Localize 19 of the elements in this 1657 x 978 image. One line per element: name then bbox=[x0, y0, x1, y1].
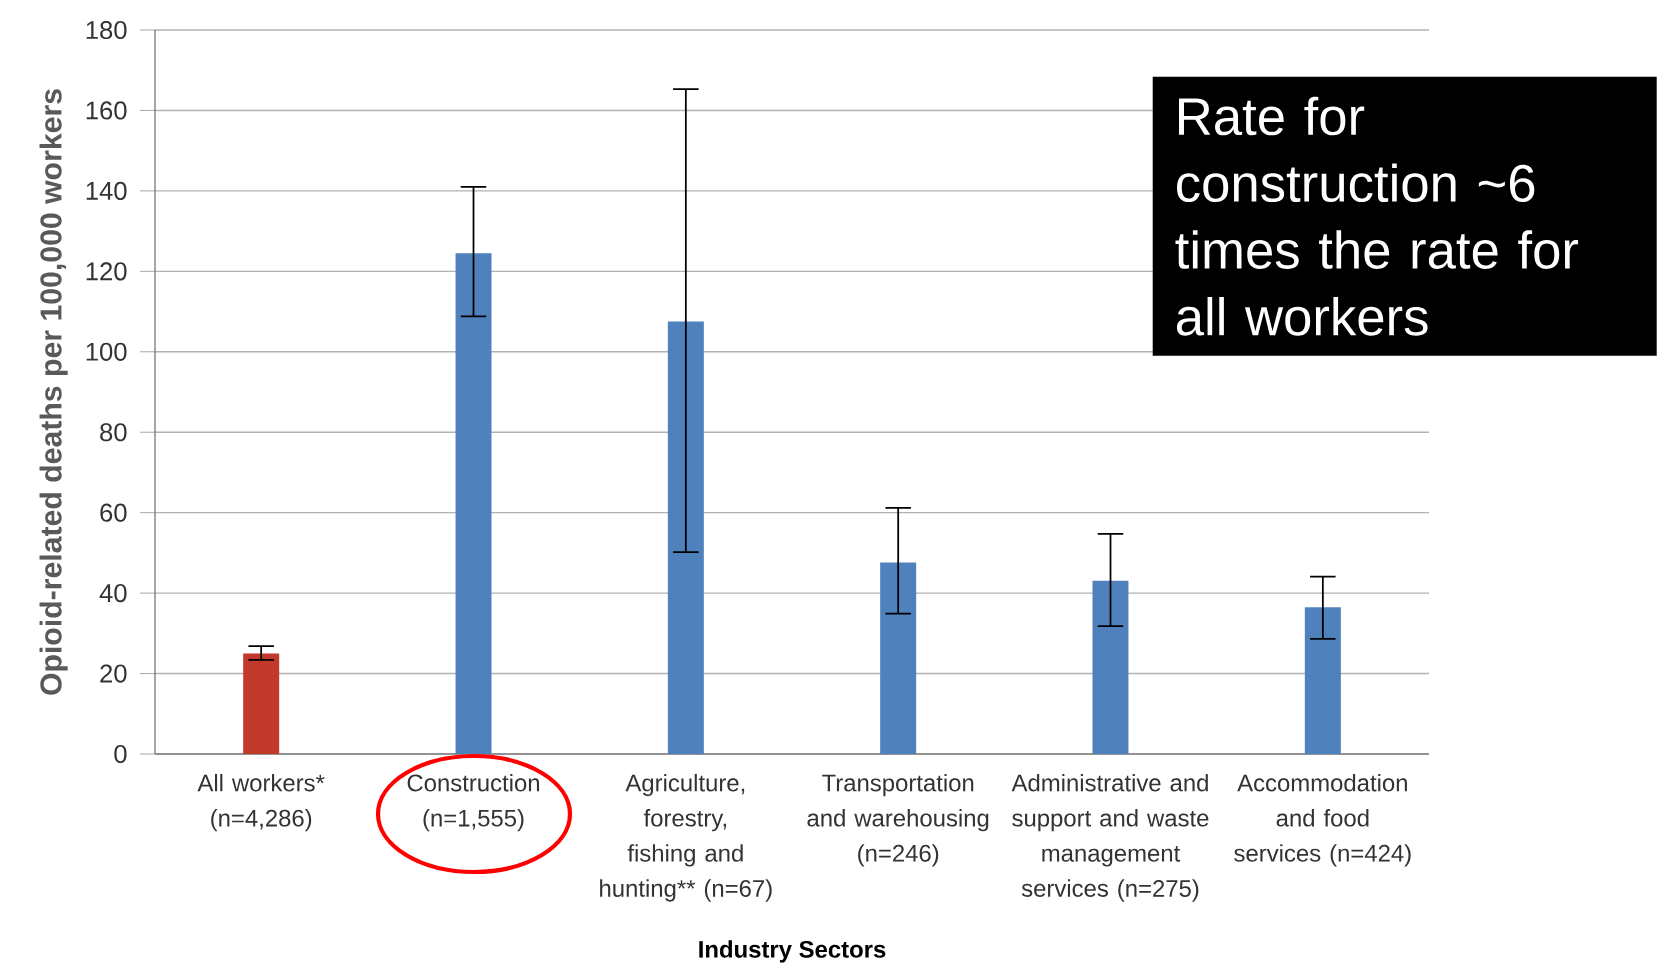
y-tick-label: 120 bbox=[86, 262, 127, 281]
y-tick-label: 180 bbox=[86, 20, 127, 40]
x-tick-label: Transportation and warehousing (n=246) bbox=[807, 773, 989, 867]
y-tick-label: 40 bbox=[99, 584, 127, 603]
y-tick-label: 140 bbox=[86, 181, 127, 200]
y-tick-label: 20 bbox=[100, 664, 127, 683]
x-tick-label: Accommodation and food services (n=424) bbox=[1234, 773, 1411, 867]
y-tick-label: 100 bbox=[86, 342, 127, 361]
y-tick-label: 0 bbox=[114, 744, 127, 764]
y-tick-label: 60 bbox=[100, 503, 127, 522]
x-axis-title: Industry Sectors bbox=[699, 940, 886, 963]
y-axis-title: Opioid-related deaths per 100,000 workers bbox=[39, 89, 68, 695]
x-tick-label: Agriculture, forestry, fishing and hunting** (n=67) bbox=[600, 773, 772, 902]
x-tick-label: All workers* (n=4,286) bbox=[197, 773, 325, 832]
annotation: Rate for construction ~6 times the rate for all workers bbox=[1175, 96, 1579, 336]
y-tick-label: 80 bbox=[100, 423, 127, 442]
x-tick-label: Administrative and support and waste management services (n=275) bbox=[1011, 773, 1209, 902]
y-tick-label: 160 bbox=[86, 101, 127, 120]
x-tick-label: Construction (n=1,555) bbox=[407, 773, 540, 832]
